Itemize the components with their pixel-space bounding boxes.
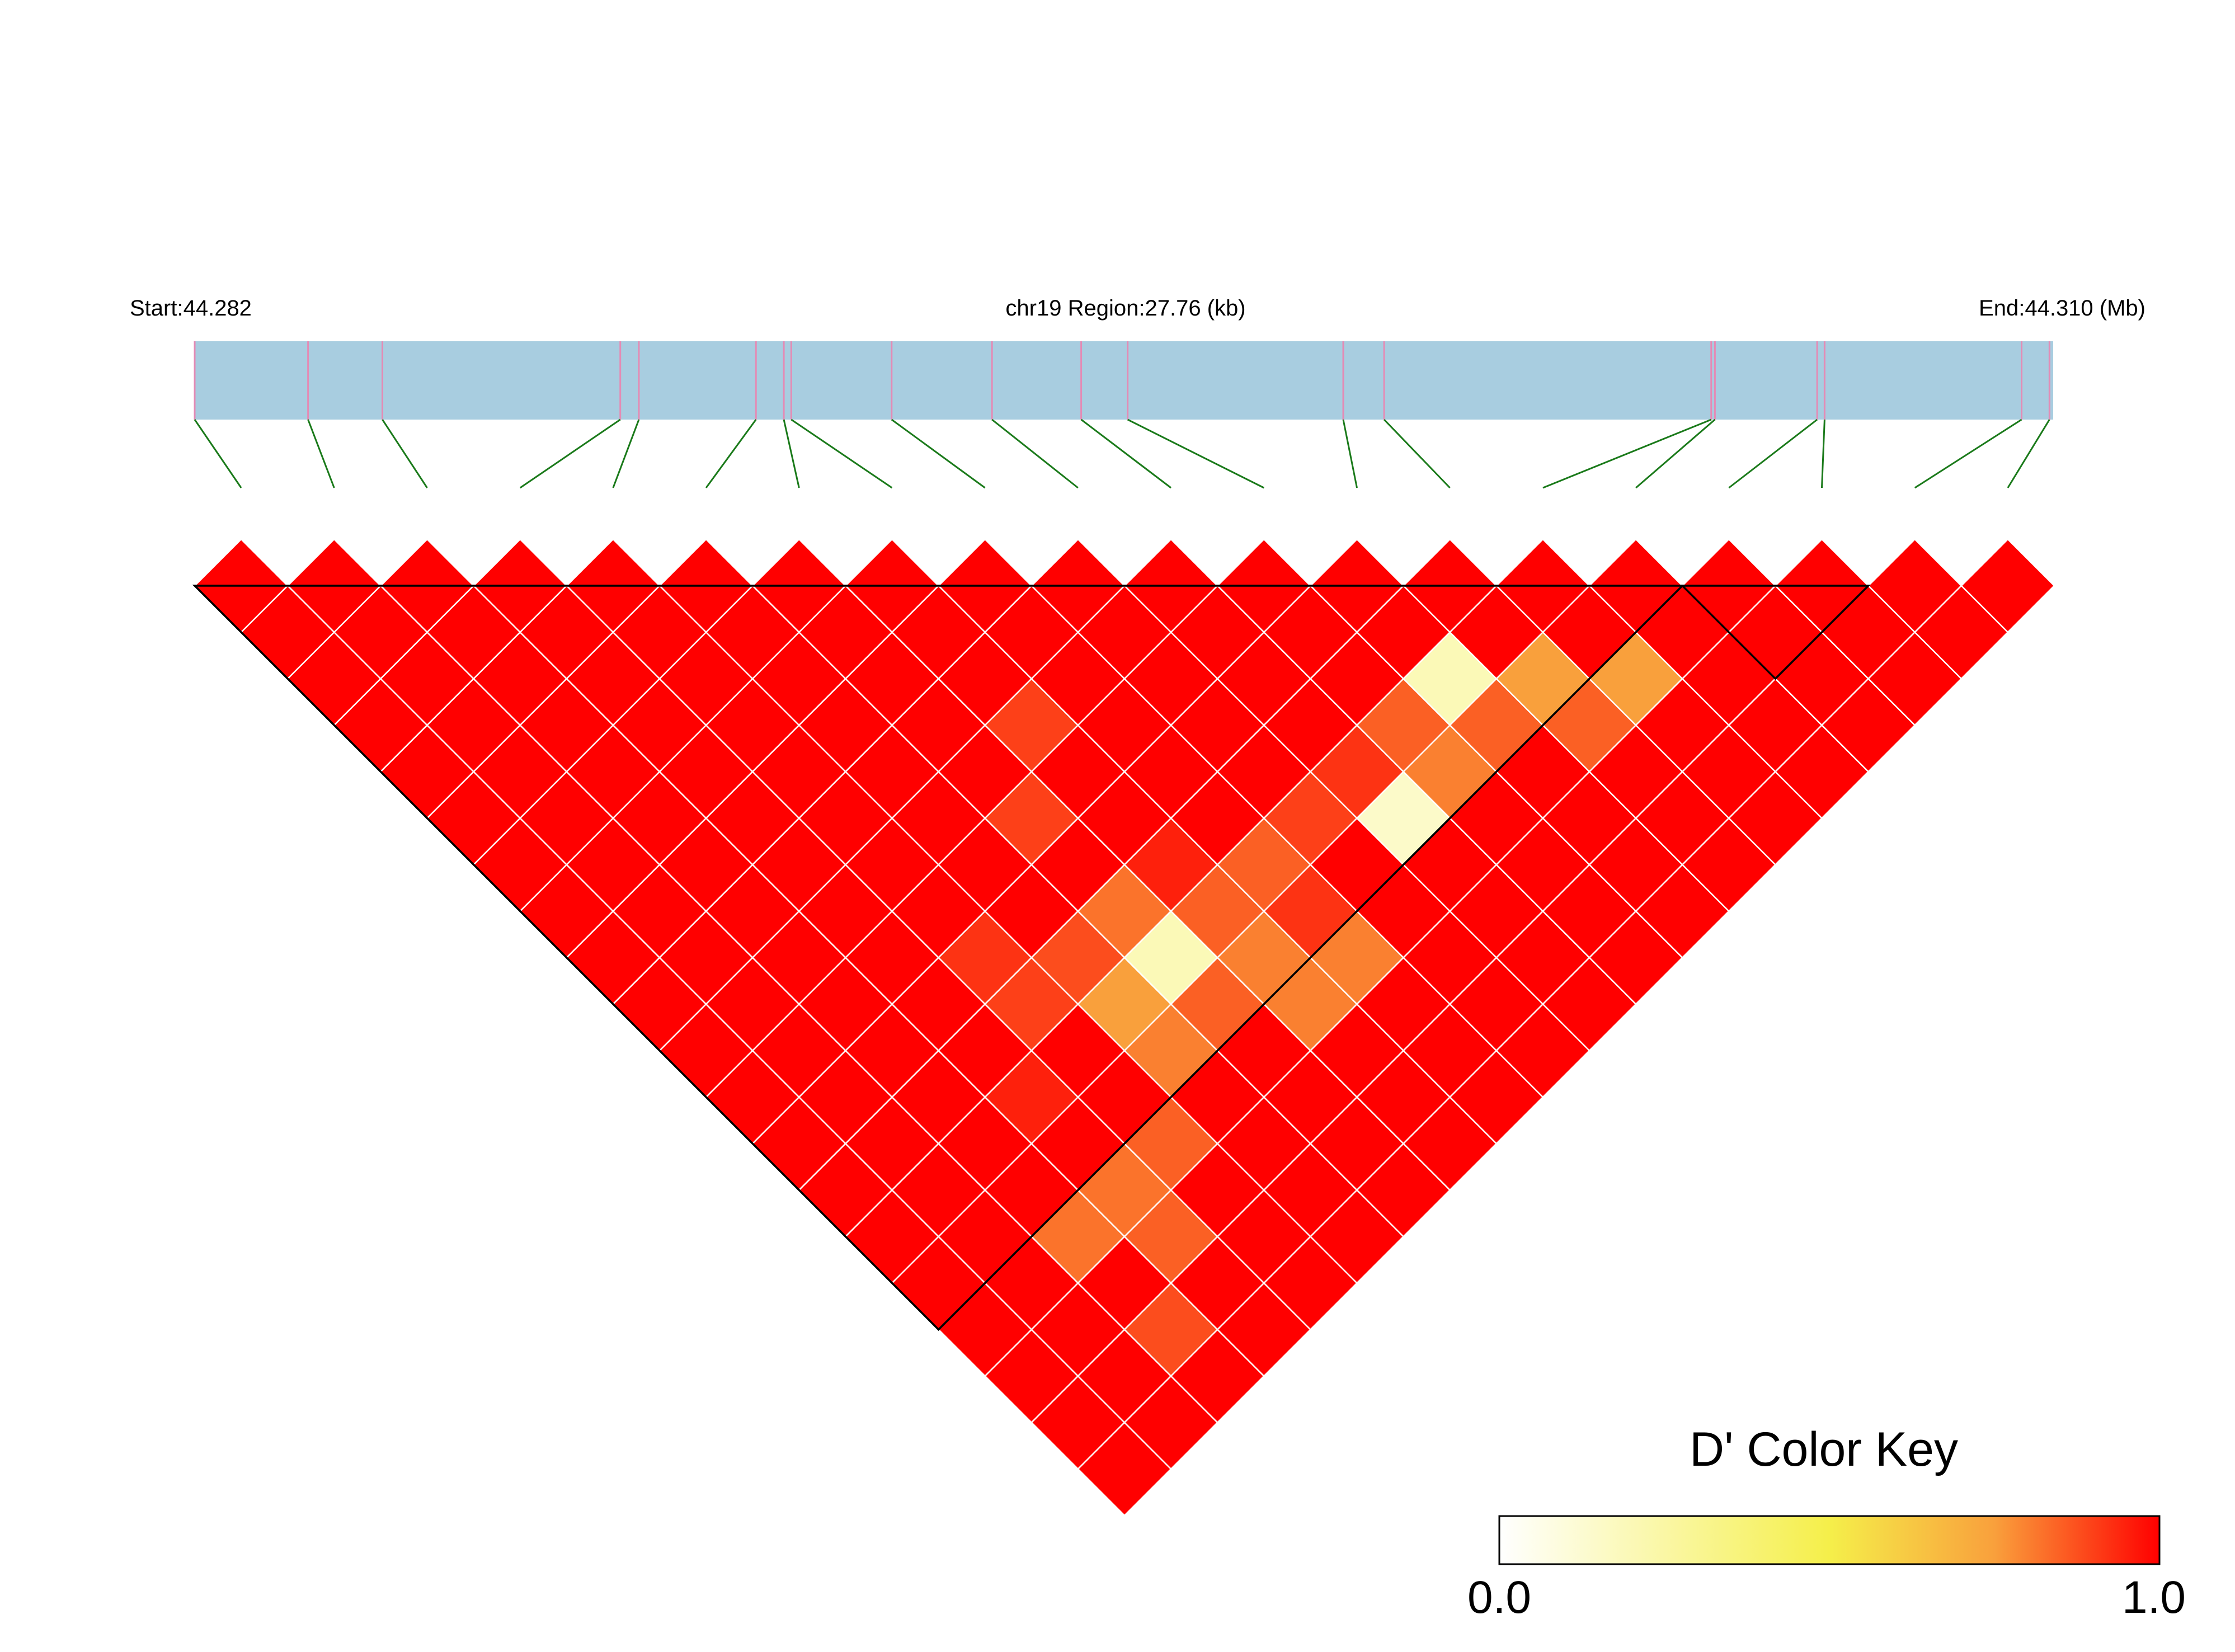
color-key-min-label: 0.0 <box>1467 1572 1531 1623</box>
snp-connector <box>1342 419 1358 488</box>
snp-connector <box>991 418 1079 489</box>
snp-connector <box>1821 419 1825 488</box>
snp-connector <box>612 419 640 488</box>
ld-cells <box>240 585 2009 1517</box>
haplotype-blocks <box>192 585 1871 1331</box>
snp-position-ticks <box>194 341 2050 420</box>
haplotype-block-outline <box>192 585 1685 1331</box>
snp-connector <box>382 419 428 488</box>
ld-cell <box>1913 585 2009 680</box>
color-key-max-label: 1.0 <box>2122 1572 2186 1623</box>
snp-connector <box>1635 418 1716 489</box>
snp-connector <box>1127 418 1264 489</box>
snp-connector <box>194 419 242 488</box>
snp-connector <box>791 418 893 489</box>
snp-connector <box>1384 418 1451 489</box>
snp-connector <box>891 418 986 489</box>
snp-connector <box>1728 418 1818 489</box>
snp-connector <box>307 419 335 488</box>
region-start-label: Start:44.282 <box>130 296 252 321</box>
haplotype-block-outline <box>1679 585 1871 680</box>
color-key-bar <box>1498 1515 2161 1565</box>
snp-connector <box>1080 418 1172 489</box>
snp-connector <box>2007 419 2050 488</box>
snp-connector <box>783 419 800 488</box>
chromosome-region-bar <box>195 341 2053 420</box>
region-title-label: chr19 Region:27.76 (kb) <box>1005 296 1245 321</box>
snp-connector <box>519 418 621 489</box>
snp-connector <box>1542 418 1712 489</box>
snp-connector-lines <box>194 418 2050 489</box>
region-end-label: End:44.310 (Mb) <box>1979 296 2145 321</box>
snp-connector <box>1914 418 2022 489</box>
snp-connector <box>705 419 757 488</box>
color-key-title: D' Color Key <box>1690 1423 1958 1476</box>
